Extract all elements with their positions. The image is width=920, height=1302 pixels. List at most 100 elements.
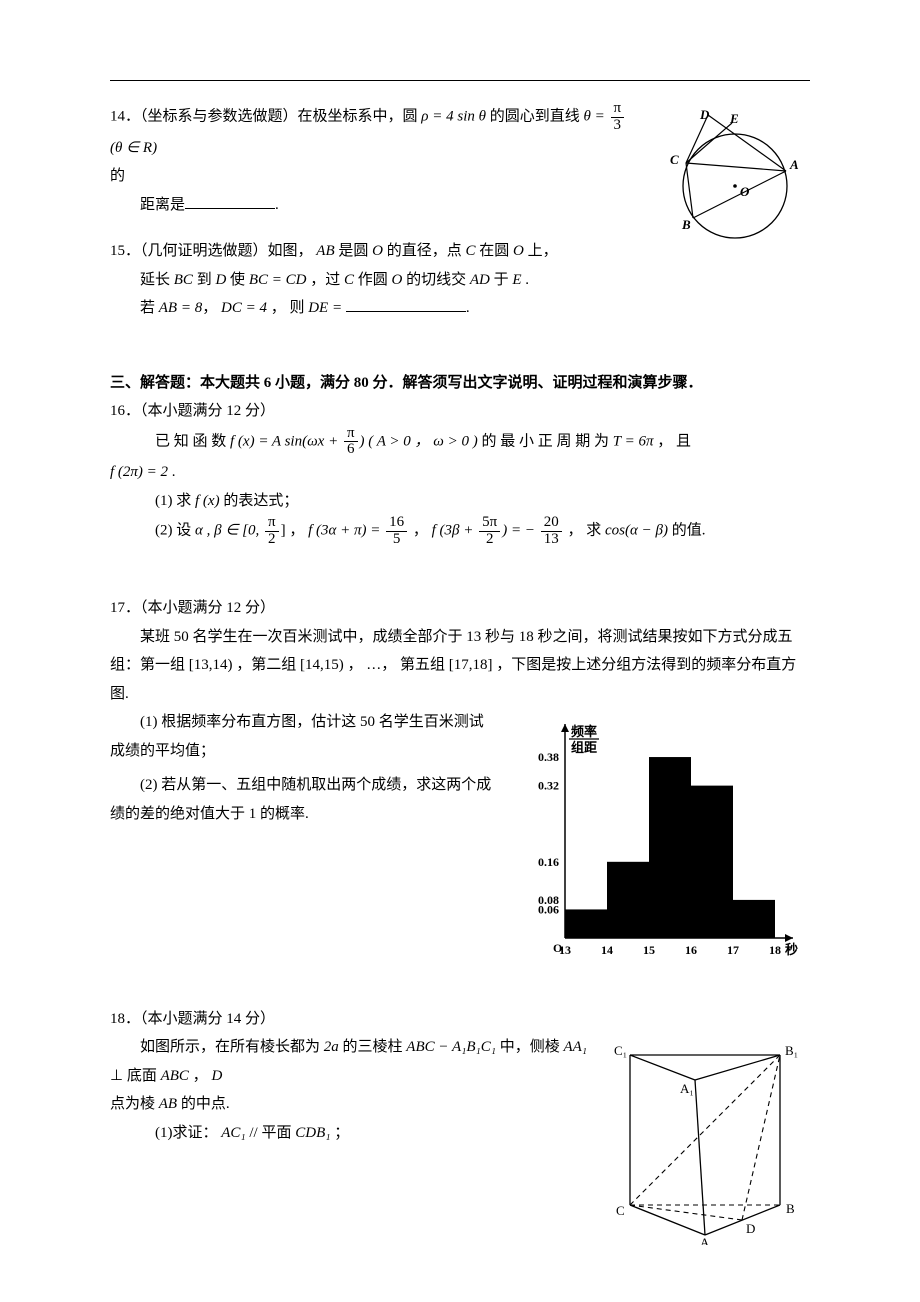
lbl-A1: A₁ [680,1081,694,1096]
q15-e5: BC [174,272,193,288]
svg-text:0.32: 0.32 [538,779,559,793]
q15-t1: 如图， [268,243,317,259]
q17-hist-svg: 0.060.080.160.320.38131415161718O秒频率组距 [510,708,810,968]
q18-prism-svg: C₁ B₁ A₁ C B A D [600,1035,810,1245]
q17-pts: （本小题满分 12 分） [140,600,275,616]
page-rule-top [110,80,810,81]
q17-body: 0.060.080.160.320.38131415161718O秒频率组距 (… [110,708,810,987]
q16-p2e: 的值. [668,523,706,539]
q16-cond: ( A > 0 ， ω > 0 ) [365,433,478,449]
q16-p2b: ] ， [281,523,309,539]
page-root: A B C D E O 14．（坐标系与参数选做题）在极坐标系中，圆 ρ = 4… [0,0,920,1205]
q14-blank [185,193,275,209]
q16-f3n: 16 [386,515,407,532]
q16-p2: (2) 设 α , β ∈ [0, π2] ， f (3α + π) = 165… [110,515,810,548]
q18-p1e: ； [330,1125,349,1141]
q18-l2a: 点为棱 [110,1096,159,1112]
q16-l1b: 的 最 小 正 周 期 为 [478,433,613,449]
q16-f5d: 13 [541,532,562,548]
q16-f3d: 5 [386,532,407,548]
q18-e3: AA₁ [563,1039,587,1055]
svg-text:17: 17 [727,943,739,957]
q18-e6: AB [159,1096,177,1112]
q15-e13: DC = 4 [221,300,267,316]
q16-f5n: 20 [541,515,562,532]
q16-p1: (1) 求 f (x) 的表达式； [110,487,810,516]
svg-text:频率: 频率 [571,724,597,739]
q15-l3a: 若 [140,300,159,316]
q15-e8: C [344,272,354,288]
q18-p1d: CDB₁ [295,1125,330,1141]
q15-blank [346,296,466,312]
q18-l2b: 的中点. [177,1096,230,1112]
q15-num: 15． [110,243,140,259]
svg-text:16: 16 [685,943,697,957]
question-16: 16．（本小题满分 12 分） 已 知 函 数 f (x) = A sin(ωx… [110,397,810,548]
q15-tag: （几何证明选做题） [140,243,268,259]
q14-t4: 距离是 [140,197,185,213]
q16-l1: 已 知 函 数 f (x) = A sin(ωx + π6) ( A > 0 ，… [110,426,810,459]
q16-f1a: f (x) = A sin(ωx + [230,433,342,449]
question-17: 17．（本小题满分 12 分） 某班 50 名学生在一次百米测试中，成绩全部介于… [110,594,810,987]
section-3-heading: 三、解答题：本大题共 6 小题，满分 80 分．解答须写出文字说明、证明过程和演… [110,369,810,398]
q16-f4n: 5π [479,515,500,532]
q16-ab: α , β ∈ [0, [195,523,263,539]
q16-pts: （本小题满分 12 分） [140,403,275,419]
q18-l1d: ⊥ 底面 [110,1068,161,1084]
q15-l2h: . [522,272,530,288]
q15-l2d: ，过 [306,272,344,288]
q16-frac1-n: π [344,426,358,443]
svg-text:14: 14 [601,943,613,957]
lbl-Abot: A [700,1235,710,1245]
q16-g2a: f (3β + [432,523,478,539]
svg-text:15: 15 [643,943,655,957]
q18-e4: ABC [161,1068,189,1084]
q16-p1c: 的表达式； [220,493,299,509]
q16-f2: T = 6π [613,433,654,449]
q15-t3: 的直径，点 [383,243,466,259]
lbl-C1: C₁ [614,1043,627,1058]
q16-f2d: 2 [265,532,279,548]
q18-l1b: 的三棱柱 [339,1039,407,1055]
q14-eq1: ρ = 4 sin θ [421,109,486,125]
q15-l2e: 作圆 [354,272,392,288]
figure-q17-histogram: 0.060.080.160.320.38131415161718O秒频率组距 [510,708,810,979]
q14-num: 14． [110,109,140,125]
q16-frac5: 2013 [541,515,562,548]
q14-frac1-num: π [611,101,625,118]
q16-frac1-d: 6 [344,442,358,458]
question-18: 18．（本小题满分 14 分） C₁ B₁ A₁ C B A D [110,1005,810,1148]
q18-l1c: 中，侧棱 [496,1039,564,1055]
q16-f2n: π [265,515,279,532]
q15-l2: 延长 BC 到 D 使 BC = CD ，过 C 作圆 O 的切线交 AD 于 … [110,266,810,295]
q15-e2: O [372,243,383,259]
q16-l1a: 已 知 函 数 [155,433,230,449]
q16-f4d: 2 [479,532,500,548]
q14-eq2b: (θ ∈ R) [110,140,157,156]
q14-tag: （坐标系与参数选做题） [140,109,298,125]
svg-text:0.08: 0.08 [538,893,559,907]
q14-t5: . [275,197,279,213]
q15-e7: BC = CD [249,272,307,288]
q16-l1c: ， 且 [653,433,691,449]
q15-e4: O [513,243,524,259]
svg-text:组距: 组距 [571,740,597,755]
q15-e6: D [215,272,226,288]
figure-q15: A B C D E O [640,101,810,262]
q15-t4: 在圆 [476,243,514,259]
q15-e3: C [466,243,476,259]
q15-e9: O [392,272,403,288]
q14-eq2a: θ = [584,109,609,125]
q16-p2a: (2) 设 [155,523,195,539]
q16-frac3: 165 [386,515,407,548]
q18-l1e: ， [189,1068,212,1084]
q15-l3b: ， [202,300,221,316]
q18-e1: 2a [324,1039,339,1055]
q15-l2a: 延长 [140,272,174,288]
q15-e10: AD [470,272,490,288]
q16-p2d: ， 求 [564,523,605,539]
q16-p2c: ， [409,523,432,539]
q14-t2: 的圆心到直线 [486,109,584,125]
lbl-D: D [699,107,710,122]
q18-e5: D [211,1068,222,1084]
